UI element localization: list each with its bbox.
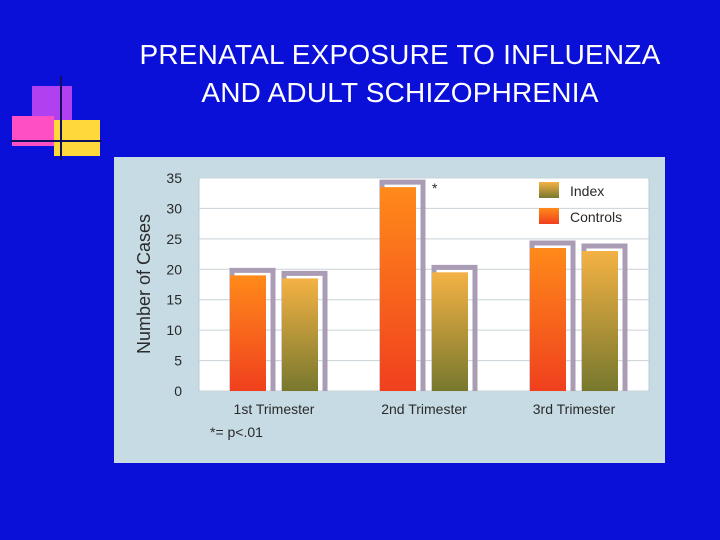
bar-controls-2 [380,187,416,391]
decor-horizontal-line [10,140,102,142]
significance-marker: * [432,180,438,196]
legend: Index Controls [539,182,622,225]
x-tick-label: 1st Trimester [234,401,315,417]
footnote: *= p<.01 [210,424,263,440]
bar-chart: 0 5 10 15 20 25 30 35 1st Trimester 2nd Trimeste… [134,170,650,440]
legend-swatch-controls [539,208,559,224]
y-tick-label: 25 [166,231,182,247]
y-tick-label: 30 [166,200,182,216]
y-tick-label: 15 [166,292,182,308]
y-tick-label: 0 [174,383,182,399]
y-tick-label: 5 [174,353,182,369]
slide-title-line-2: AND ADULT SCHIZOPHRENIA [201,77,599,108]
x-tick-label: 3rd Trimester [533,401,616,417]
y-tick-label: 10 [166,322,182,338]
y-tick-label: 35 [166,170,182,186]
legend-label-controls: Controls [570,209,622,225]
decor-vertical-line [60,76,62,160]
x-tick-label: 2nd Trimester [381,401,467,417]
legend-swatch-index [539,182,559,198]
y-axis-label: Number of Cases [134,214,154,354]
bar-controls-1 [230,275,266,391]
bar-controls-3 [530,247,566,391]
y-tick-label: 20 [166,261,182,277]
chart-panel: 0 5 10 15 20 25 30 35 1st Trimester 2nd Trimeste… [114,157,665,463]
bar-index-3 [582,251,618,391]
bar-index-2 [432,272,468,391]
slide-title-line-1: PRENATAL EXPOSURE TO INFLUENZA [139,39,661,70]
bar-index-1 [282,278,318,391]
slide-title: PRENATAL EXPOSURE TO INFLUENZA AND ADULT… [110,36,690,112]
legend-label-index: Index [570,183,604,199]
